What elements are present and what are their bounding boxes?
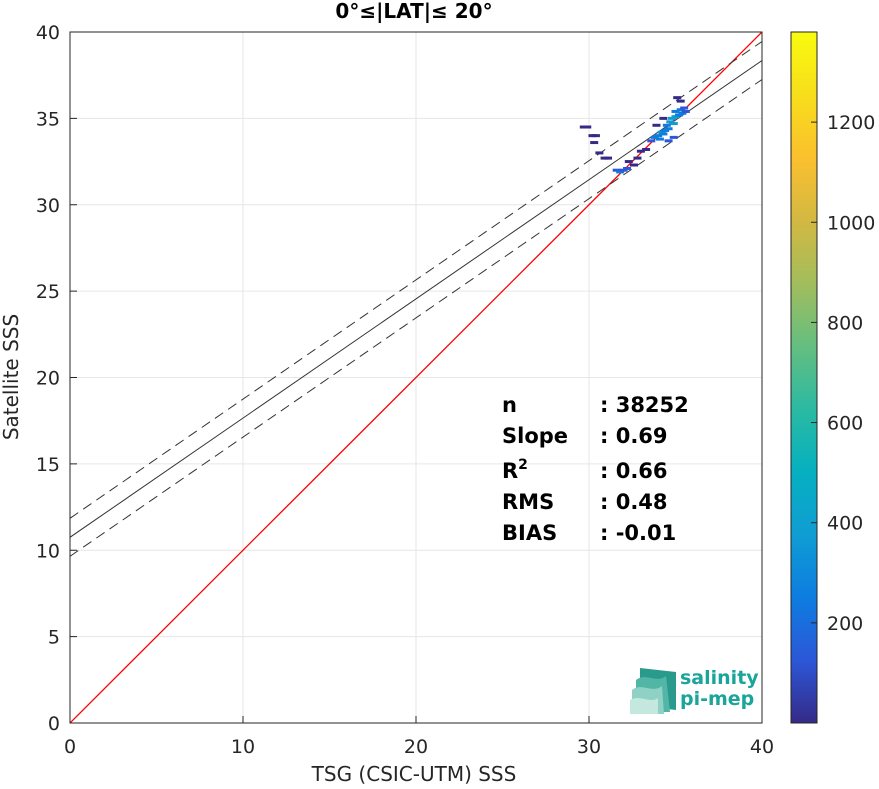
chart-title: 0°≤|LAT|≤ 20° bbox=[335, 0, 492, 23]
density-point bbox=[650, 135, 659, 139]
logo-line1: salinity bbox=[680, 667, 759, 689]
x-tick-label: 40 bbox=[750, 736, 774, 758]
y-tick-label: 0 bbox=[48, 713, 60, 735]
density-point bbox=[681, 109, 690, 113]
density-point bbox=[674, 113, 683, 117]
stat-value: : 0.48 bbox=[600, 490, 668, 514]
density-point bbox=[654, 134, 663, 138]
density-point bbox=[680, 106, 689, 110]
density-point bbox=[619, 168, 628, 172]
y-tick-label: 40 bbox=[36, 22, 60, 44]
density-point bbox=[655, 137, 664, 141]
stat-value: : 0.69 bbox=[600, 424, 668, 448]
regression-lower-band bbox=[70, 79, 762, 557]
density-point bbox=[659, 132, 668, 136]
colorbar-tick-label: 600 bbox=[827, 413, 863, 435]
density-point bbox=[647, 139, 656, 143]
density-point bbox=[661, 128, 670, 132]
y-tick-label: 5 bbox=[48, 627, 60, 649]
x-axis-ticks: 0 10 20 30 40 bbox=[64, 716, 774, 758]
y-tick-label: 10 bbox=[36, 540, 60, 562]
density-point bbox=[595, 151, 604, 155]
logo-line2: pi-mep bbox=[680, 688, 754, 710]
y-tick-label: 35 bbox=[36, 108, 60, 130]
density-point bbox=[612, 168, 621, 172]
density-point bbox=[668, 116, 677, 120]
y-axis-ticks: 0 5 10 15 20 25 30 35 40 bbox=[36, 22, 77, 735]
x-tick-label: 20 bbox=[404, 736, 428, 758]
colorbar bbox=[790, 31, 818, 724]
density-point bbox=[633, 156, 642, 160]
stat-value: : 0.66 bbox=[600, 459, 668, 483]
stat-label: Slope bbox=[502, 424, 568, 448]
regression-line bbox=[70, 60, 762, 538]
colorbar-tick-label: 1000 bbox=[827, 212, 875, 234]
density-point bbox=[623, 166, 632, 170]
density-point bbox=[666, 120, 675, 124]
y-axis-title: Satellite SSS bbox=[0, 314, 23, 440]
density-point bbox=[583, 125, 592, 129]
density-point bbox=[657, 130, 666, 134]
density-point bbox=[629, 163, 638, 167]
x-tick-label: 0 bbox=[64, 736, 76, 758]
regression-upper-band bbox=[70, 41, 762, 519]
density-points bbox=[579, 96, 690, 174]
stat-value: : -0.01 bbox=[600, 521, 676, 545]
density-point bbox=[676, 108, 685, 112]
stat-label: RMS bbox=[502, 490, 554, 514]
density-point bbox=[662, 123, 671, 127]
wave-logo-icon bbox=[630, 668, 676, 714]
x-axis-title: TSG (CSIC-UTM) SSS bbox=[311, 762, 517, 786]
density-point bbox=[673, 96, 682, 100]
y-tick-label: 20 bbox=[36, 368, 60, 390]
colorbar-tick-label: 400 bbox=[827, 513, 863, 535]
colorbar-ticks: 200 400 600 800 1000 1200 bbox=[811, 112, 875, 635]
x-tick-label: 10 bbox=[231, 736, 255, 758]
density-point bbox=[642, 147, 651, 151]
density-point bbox=[616, 170, 625, 174]
density-point bbox=[669, 135, 678, 139]
stat-label: n bbox=[502, 393, 517, 417]
density-point bbox=[659, 116, 668, 120]
density-point bbox=[636, 149, 645, 153]
density-point bbox=[624, 160, 633, 164]
density-point bbox=[664, 139, 673, 143]
density-point bbox=[676, 99, 685, 103]
colorbar-tick-label: 1200 bbox=[827, 112, 875, 134]
one-to-one-line bbox=[70, 32, 762, 723]
density-point bbox=[652, 123, 661, 127]
density-point bbox=[678, 111, 687, 115]
density-point bbox=[669, 122, 678, 126]
y-tick-label: 25 bbox=[36, 281, 60, 303]
density-point bbox=[671, 115, 680, 119]
density-point bbox=[664, 127, 673, 131]
y-tick-label: 15 bbox=[36, 454, 60, 476]
stat-value: : 38252 bbox=[600, 393, 689, 417]
density-point bbox=[604, 156, 613, 160]
stat-label: BIAS bbox=[502, 521, 557, 545]
density-point bbox=[590, 141, 599, 145]
colorbar-tick-label: 200 bbox=[827, 613, 863, 635]
density-point bbox=[591, 134, 600, 138]
salinity-pi-mep-logo: salinity pi-mep bbox=[630, 667, 759, 714]
stat-superscript: 2 bbox=[518, 457, 528, 473]
density-point bbox=[671, 109, 680, 113]
y-tick-label: 30 bbox=[36, 195, 60, 217]
x-tick-label: 30 bbox=[577, 736, 601, 758]
colorbar-tick-label: 800 bbox=[827, 312, 863, 334]
